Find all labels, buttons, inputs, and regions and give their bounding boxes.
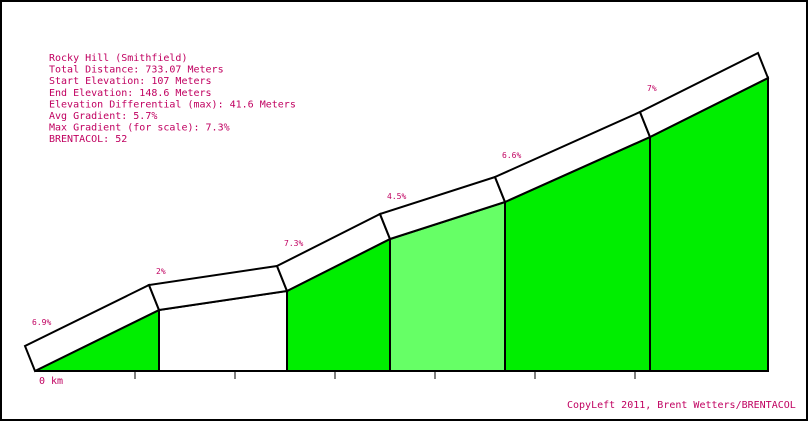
- info-line-1: Rocky Hill (Smithfield): [49, 53, 187, 64]
- info-block: Rocky Hill (Smithfield)Total Distance: 7…: [49, 53, 296, 145]
- segment-6-road-band: [638, 51, 770, 139]
- info-line-7: Max Gradient (for scale): 7.3%: [49, 123, 230, 134]
- info-line-3: Start Elevation: 107 Meters: [49, 76, 212, 87]
- info-line-4: End Elevation: 148.6 Meters: [49, 88, 212, 99]
- info-line-8: BRENTACOL: 52: [49, 134, 127, 145]
- segment-5-gradient-label: 6.6%: [502, 151, 521, 160]
- segment-6-gradient-label: 7%: [647, 84, 657, 93]
- x-axis-start-label: 0 km: [39, 376, 63, 387]
- gradient-labels: 6.9% 2% 7.3% 4.5% 6.6% 7%: [32, 84, 657, 327]
- info-line-5: Elevation Differential (max): 41.6 Meter…: [49, 99, 296, 110]
- x-axis-ticks: [134, 371, 636, 379]
- segment-3-gradient-label: 7.3%: [284, 239, 303, 248]
- segment-2-gradient-label: 2%: [156, 267, 166, 276]
- credit-text: CopyLeft 2011, Brent Wetters/BRENTACOL: [567, 400, 796, 411]
- segment-1-gradient-label: 6.9%: [32, 318, 51, 327]
- info-line-6: Avg Gradient: 5.7%: [49, 111, 157, 122]
- segments-layer: [23, 51, 770, 373]
- segment-4-gradient-label: 4.5%: [387, 192, 406, 201]
- info-line-2: Total Distance: 733.07 Meters: [49, 65, 224, 76]
